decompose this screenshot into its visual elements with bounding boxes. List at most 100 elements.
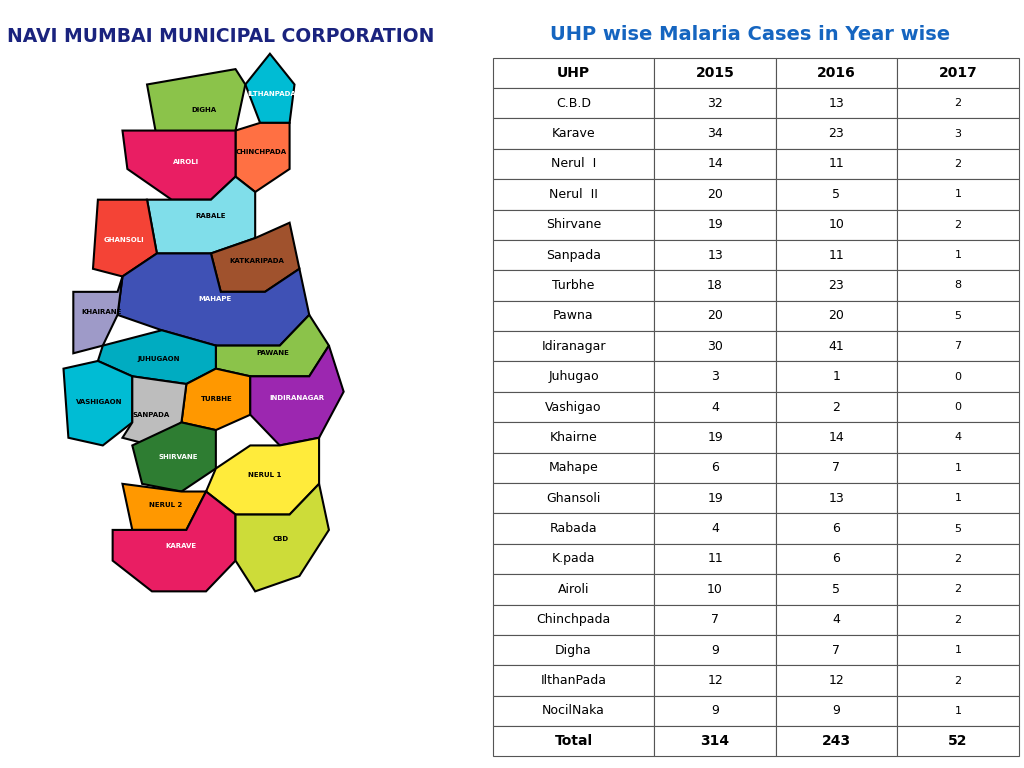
Text: NocilNaka: NocilNaka xyxy=(542,704,605,717)
Bar xyxy=(897,149,1019,179)
Text: 3: 3 xyxy=(954,128,962,138)
Text: AIROLI: AIROLI xyxy=(173,160,200,165)
Text: CHINCHPADA: CHINCHPADA xyxy=(236,149,287,155)
Bar xyxy=(654,270,776,301)
Bar xyxy=(776,179,897,210)
Text: 19: 19 xyxy=(708,492,723,505)
Polygon shape xyxy=(211,223,299,292)
Text: 2015: 2015 xyxy=(695,66,734,80)
Bar xyxy=(776,726,897,756)
Bar xyxy=(654,574,776,604)
Bar xyxy=(654,422,776,452)
Bar xyxy=(897,270,1019,301)
Polygon shape xyxy=(74,276,123,353)
Bar xyxy=(493,118,654,149)
Text: Shirvane: Shirvane xyxy=(546,218,601,231)
Text: Turbhe: Turbhe xyxy=(552,279,595,292)
Text: 13: 13 xyxy=(828,492,845,505)
Polygon shape xyxy=(246,54,295,123)
Bar xyxy=(493,58,654,88)
Bar xyxy=(776,210,897,240)
Bar xyxy=(897,331,1019,362)
Text: Idiranagar: Idiranagar xyxy=(542,339,606,353)
Bar xyxy=(654,696,776,726)
Text: 1: 1 xyxy=(954,190,962,200)
Bar xyxy=(897,726,1019,756)
Polygon shape xyxy=(216,315,329,376)
Text: 2: 2 xyxy=(954,159,962,169)
Polygon shape xyxy=(63,361,132,445)
Text: 9: 9 xyxy=(833,704,841,717)
Text: 7: 7 xyxy=(833,644,841,657)
Text: 5: 5 xyxy=(833,583,841,596)
Bar xyxy=(776,604,897,635)
Text: 4: 4 xyxy=(711,401,719,413)
Bar xyxy=(897,513,1019,544)
Bar xyxy=(776,665,897,696)
Text: 20: 20 xyxy=(708,188,723,201)
Bar xyxy=(897,118,1019,149)
Text: UHP: UHP xyxy=(557,66,590,80)
Bar xyxy=(654,483,776,513)
Polygon shape xyxy=(236,484,329,591)
Text: Khairne: Khairne xyxy=(550,431,597,444)
Text: ILTHANPADA: ILTHANPADA xyxy=(248,91,296,97)
Text: 34: 34 xyxy=(708,127,723,140)
Bar xyxy=(776,240,897,270)
Text: UHP wise Malaria Cases in Year wise: UHP wise Malaria Cases in Year wise xyxy=(550,25,950,44)
Bar xyxy=(776,544,897,574)
Text: 20: 20 xyxy=(708,310,723,323)
Text: 2: 2 xyxy=(954,98,962,108)
Text: 14: 14 xyxy=(828,431,845,444)
Text: 2: 2 xyxy=(954,220,962,230)
Text: 243: 243 xyxy=(822,734,851,748)
Bar xyxy=(654,513,776,544)
Text: 23: 23 xyxy=(828,127,845,140)
Text: 11: 11 xyxy=(828,249,845,262)
Text: KHAIRANE: KHAIRANE xyxy=(81,310,122,316)
Bar xyxy=(493,452,654,483)
Bar xyxy=(654,88,776,118)
Bar xyxy=(493,240,654,270)
Bar xyxy=(654,362,776,392)
Bar xyxy=(654,301,776,331)
Text: 2: 2 xyxy=(833,401,841,413)
Bar xyxy=(776,149,897,179)
Bar xyxy=(776,301,897,331)
Polygon shape xyxy=(93,200,157,276)
Polygon shape xyxy=(123,131,236,200)
Text: 5: 5 xyxy=(954,311,962,321)
Text: 9: 9 xyxy=(711,704,719,717)
Bar xyxy=(654,635,776,665)
Text: 30: 30 xyxy=(708,339,723,353)
Polygon shape xyxy=(147,177,255,253)
Text: Pawna: Pawna xyxy=(553,310,594,323)
Bar xyxy=(897,665,1019,696)
Text: Chinchpada: Chinchpada xyxy=(537,613,610,626)
Text: Sanpada: Sanpada xyxy=(546,249,601,262)
Text: 7: 7 xyxy=(711,613,719,626)
Bar xyxy=(897,635,1019,665)
Bar xyxy=(654,726,776,756)
Text: 2017: 2017 xyxy=(938,66,977,80)
Text: 6: 6 xyxy=(711,462,719,475)
Text: 7: 7 xyxy=(833,462,841,475)
Bar xyxy=(493,726,654,756)
Bar xyxy=(654,149,776,179)
Text: 41: 41 xyxy=(828,339,845,353)
Bar xyxy=(897,452,1019,483)
Text: Total: Total xyxy=(554,734,593,748)
Text: 13: 13 xyxy=(708,249,723,262)
Bar xyxy=(897,301,1019,331)
Text: SANPADA: SANPADA xyxy=(132,412,170,418)
Bar xyxy=(493,635,654,665)
Text: MAHAPE: MAHAPE xyxy=(198,296,231,302)
Polygon shape xyxy=(118,253,309,346)
Text: JUHUGAON: JUHUGAON xyxy=(138,356,180,362)
Text: Nerul  II: Nerul II xyxy=(549,188,598,201)
Bar xyxy=(776,58,897,88)
Bar xyxy=(776,392,897,422)
Bar xyxy=(897,210,1019,240)
Bar xyxy=(654,118,776,149)
Text: 10: 10 xyxy=(708,583,723,596)
